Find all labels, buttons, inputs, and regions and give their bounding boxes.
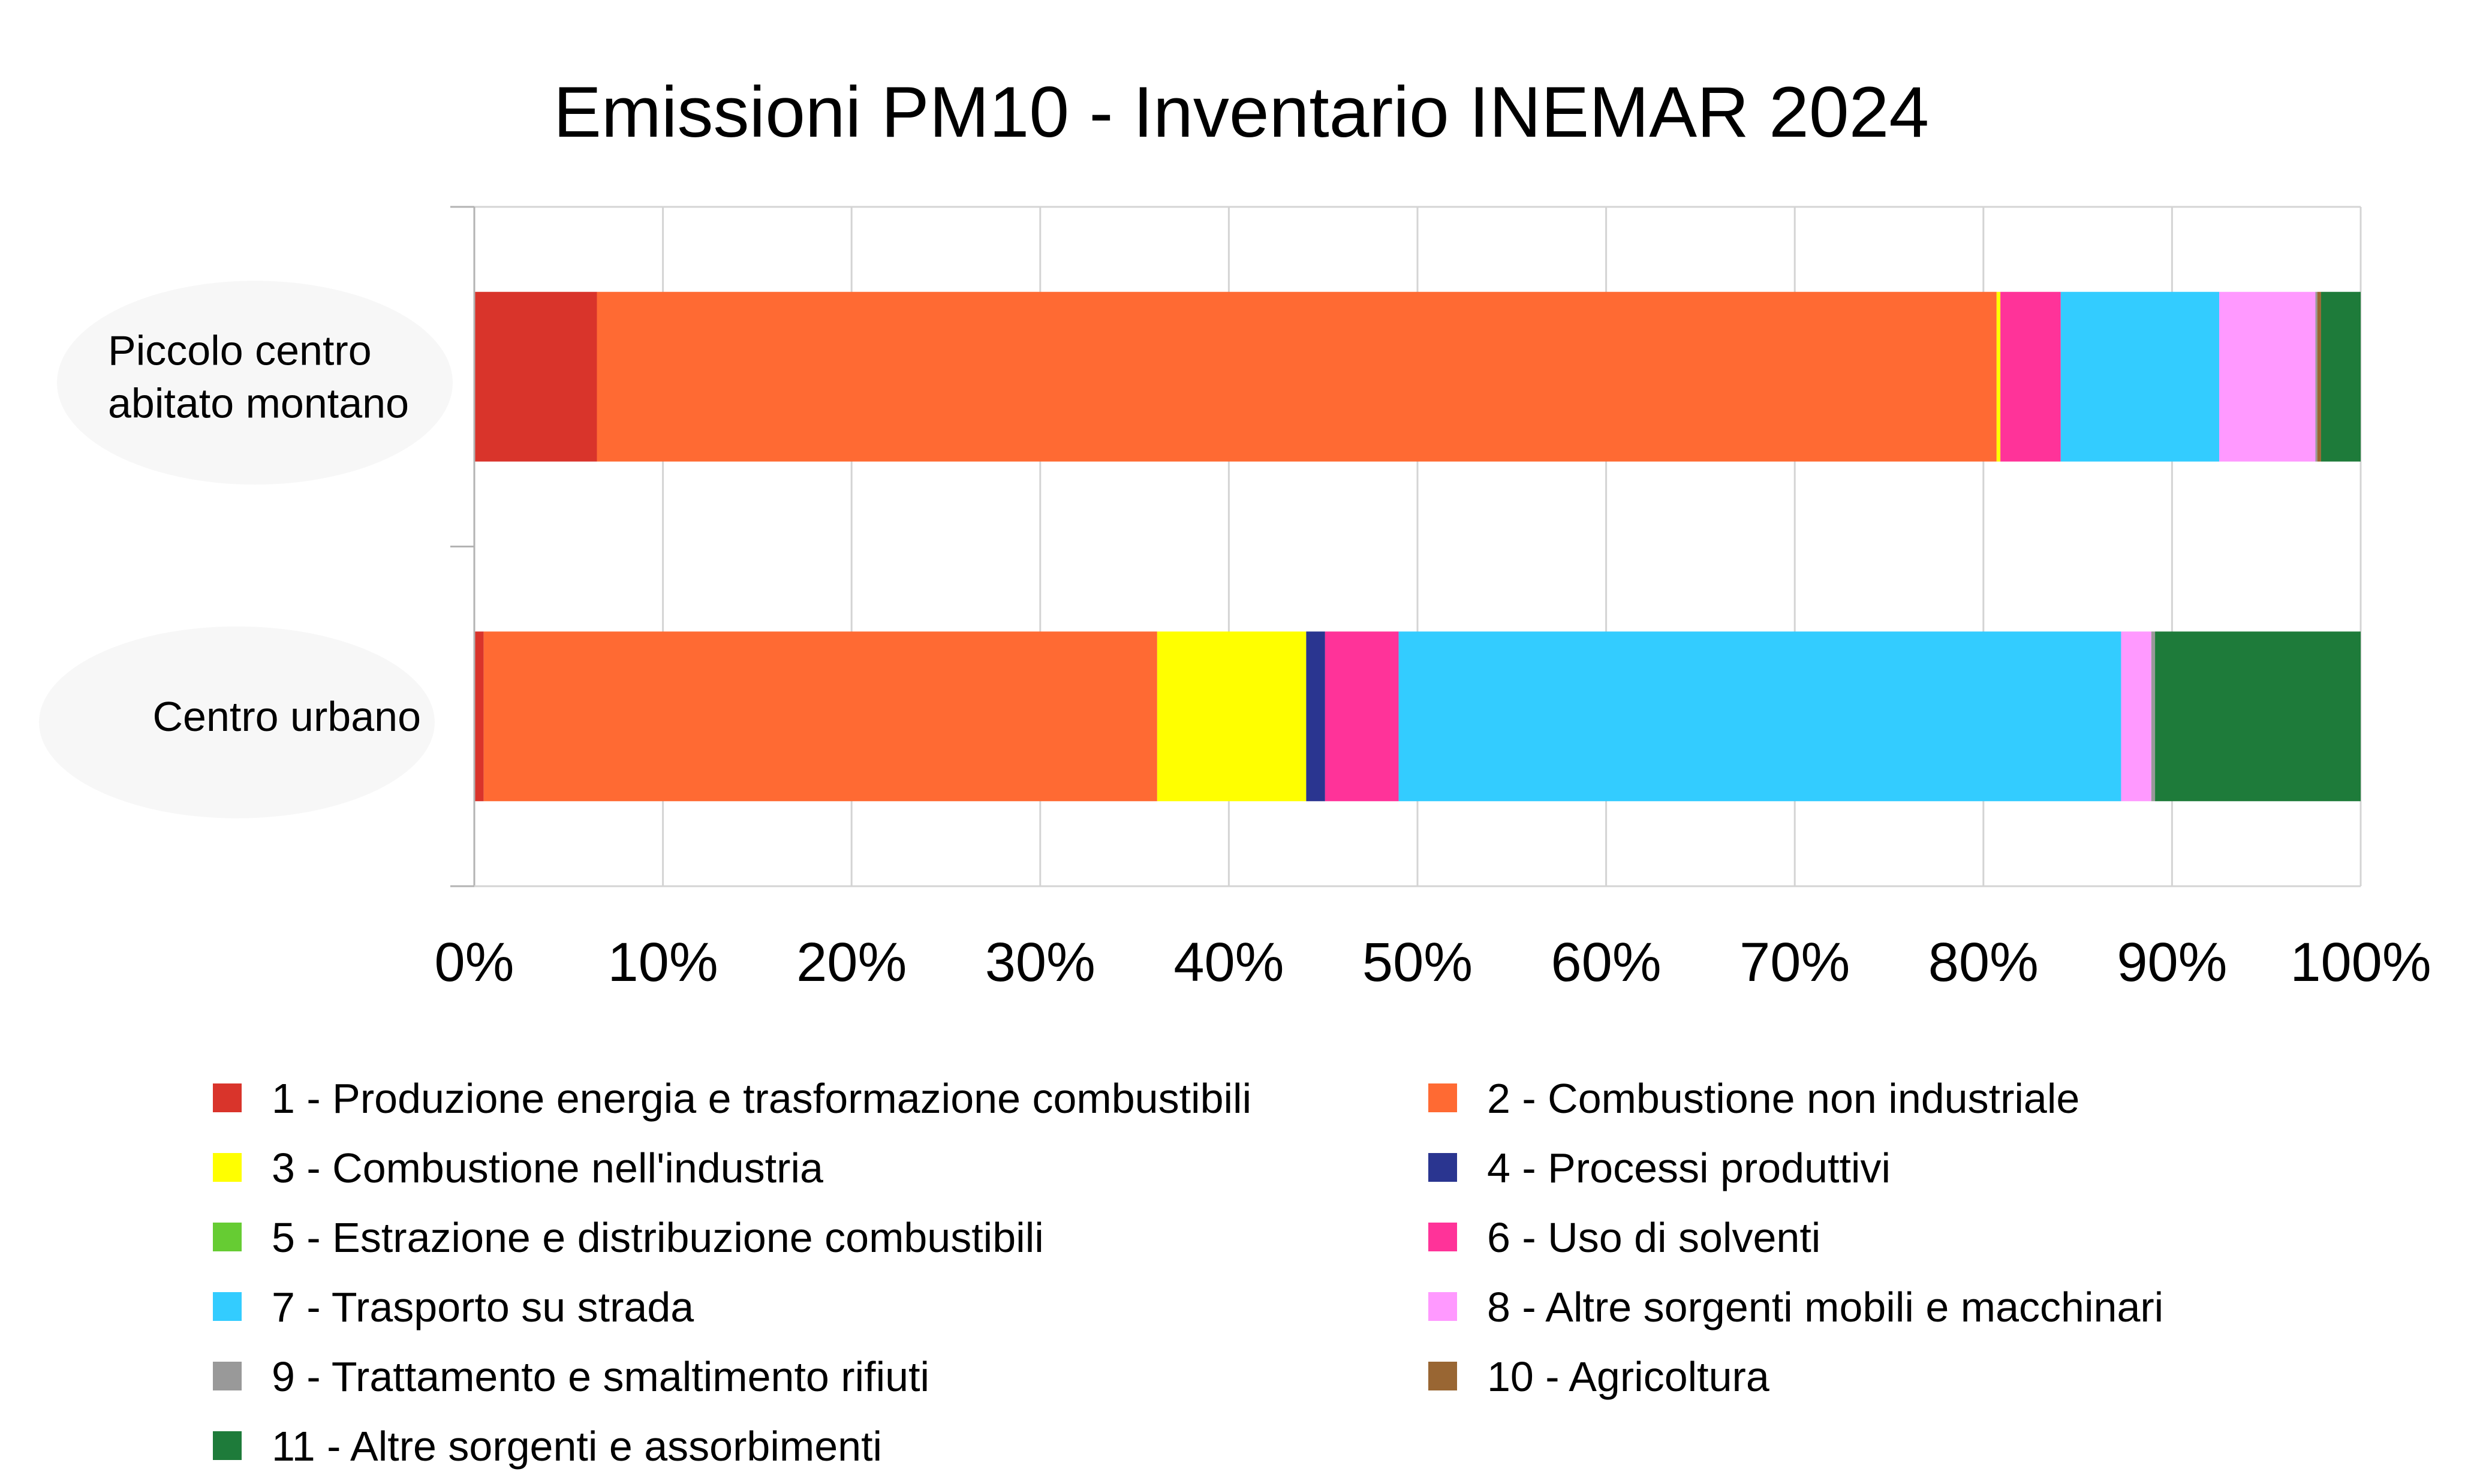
legend-swatch: [1428, 1223, 1457, 1251]
legend-swatch: [1428, 1292, 1457, 1321]
legend-label: 9 - Trattamento e smaltimento rifiuti: [272, 1353, 929, 1400]
bar-segment: [1398, 631, 2121, 802]
legend-swatch: [1428, 1362, 1457, 1390]
legend-label: 3 - Combustione nell'industria: [272, 1145, 823, 1191]
legend-label: 6 - Uso di solventi: [1487, 1214, 1820, 1261]
x-tick-label: 100%: [2290, 932, 2431, 993]
bar-segment: [2151, 631, 2156, 802]
axes: [450, 206, 2361, 887]
x-tick-label: 30%: [985, 932, 1095, 993]
x-tick-label: 80%: [1928, 932, 2039, 993]
legend-swatch: [1428, 1153, 1457, 1182]
bar-segment: [2317, 291, 2321, 462]
legend-label: 11 - Altre sorgenti e assorbimenti: [272, 1423, 882, 1470]
legend-label: 4 - Processi produttivi: [1487, 1145, 1891, 1191]
bar-segment: [2060, 291, 2220, 462]
legend-label: 7 - Trasporto su strada: [272, 1284, 694, 1331]
x-tick-label: 0%: [435, 932, 514, 993]
bar-segment: [1325, 631, 1399, 802]
bar-segment: [2155, 631, 2361, 802]
bar-segment: [1306, 631, 1325, 802]
bar-segment: [2000, 291, 2061, 462]
category-label: Centro urbano: [152, 693, 421, 740]
legend-label: 1 - Produzione energia e trasformazione …: [272, 1075, 1251, 1122]
legend-label: 10 - Agricoltura: [1487, 1353, 1769, 1400]
legend-swatch: [213, 1153, 242, 1182]
category-label: abitato montano: [108, 380, 409, 426]
bar-segment: [474, 291, 597, 462]
category-label-halo: [39, 626, 435, 818]
bar-segment: [474, 631, 484, 802]
legend-swatch: [1428, 1083, 1457, 1112]
bar-segment: [2121, 631, 2151, 802]
legend-label: 2 - Combustione non industriale: [1487, 1075, 2079, 1122]
x-tick-label: 10%: [608, 932, 718, 993]
legend-label: 5 - Estrazione e distribuzione combustib…: [272, 1214, 1044, 1261]
legend-swatch: [213, 1362, 242, 1390]
legend: 1 - Produzione energia e trasformazione …: [213, 1075, 2163, 1470]
bar-segment: [483, 631, 1157, 802]
x-tick-label: 60%: [1551, 932, 1662, 993]
bar-segment: [1996, 291, 2001, 462]
x-tick-label: 90%: [2117, 932, 2227, 993]
category-label: Piccolo centro: [108, 327, 372, 374]
x-tick-label: 50%: [1362, 932, 1473, 993]
category-labels: Piccolo centro abitato montano Centro urba…: [39, 281, 453, 818]
legend-label: 8 - Altre sorgenti mobili e macchinari: [1487, 1284, 2163, 1331]
bar-segment: [2219, 291, 2316, 462]
category-label-halo: [57, 281, 453, 485]
x-tick-labels: 0% 10% 20% 30% 40% 50% 60% 70% 80% 90% 100%: [435, 932, 2431, 993]
legend-swatch: [213, 1431, 242, 1460]
legend-swatch: [213, 1223, 242, 1251]
bars: [474, 291, 2361, 802]
legend-swatch: [213, 1292, 242, 1321]
legend-swatch: [213, 1083, 242, 1112]
bar-segment: [2321, 291, 2361, 462]
bar-segment: [1157, 631, 1307, 802]
x-tick-label: 20%: [796, 932, 907, 993]
chart-title: Emissioni PM10 - Inventario INEMAR 2024: [553, 72, 1929, 152]
bar-segment: [2315, 291, 2318, 462]
x-tick-label: 40%: [1173, 932, 1284, 993]
x-tick-label: 70%: [1739, 932, 1850, 993]
bar-segment: [597, 291, 1997, 462]
